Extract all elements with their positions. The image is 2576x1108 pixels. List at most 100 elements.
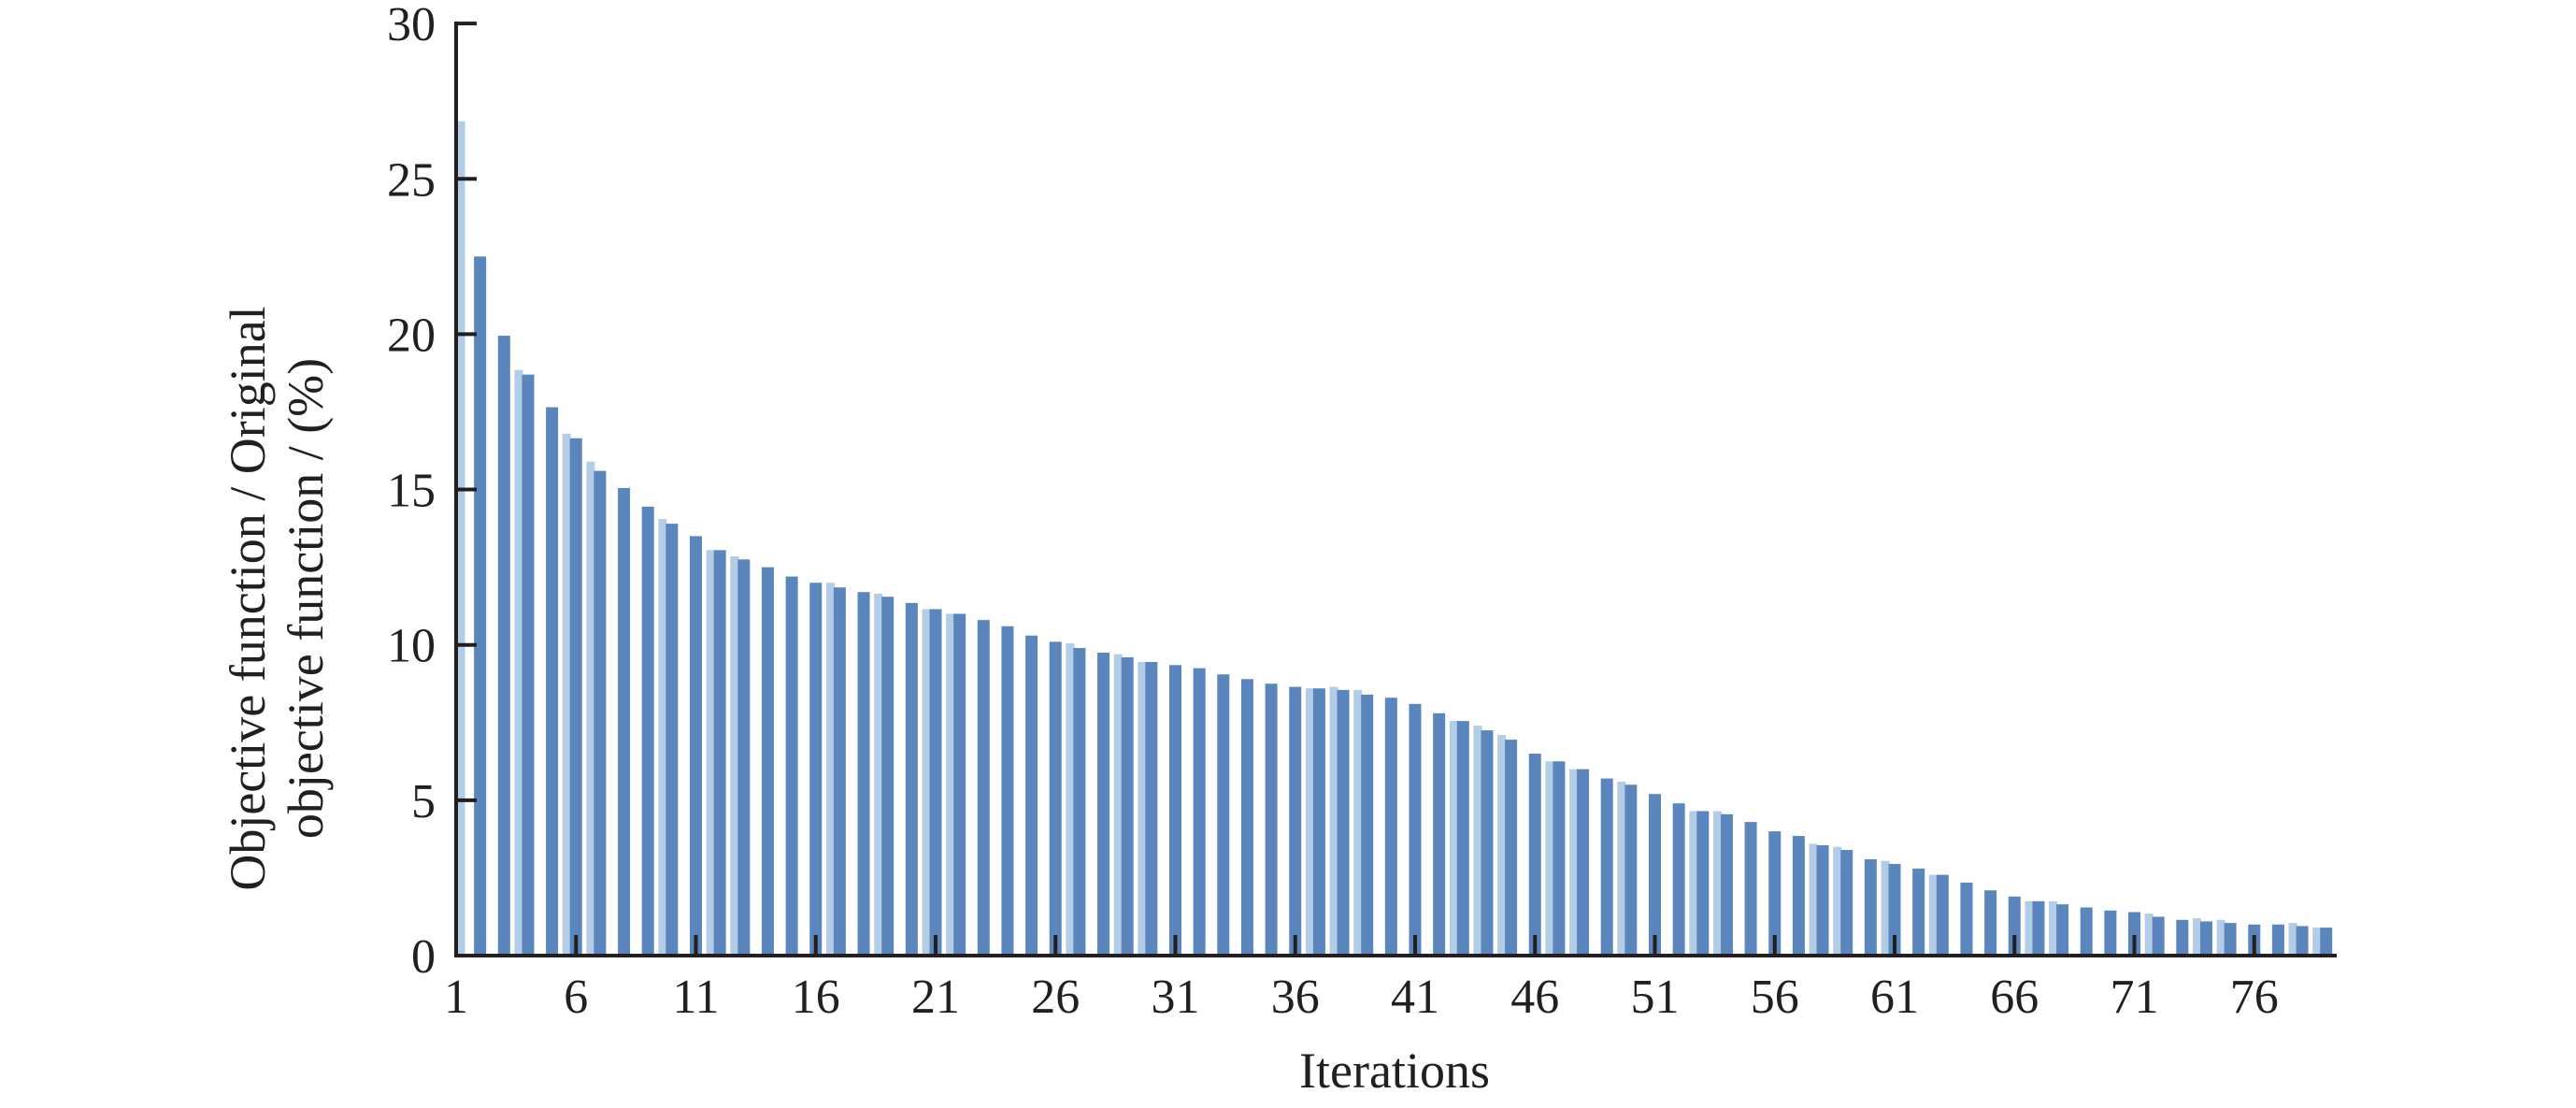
bar bbox=[1577, 769, 1590, 956]
bar bbox=[1433, 712, 1446, 956]
x-tick-label: 61 bbox=[1870, 971, 1919, 1024]
bar bbox=[474, 256, 487, 956]
bar bbox=[1169, 665, 1181, 956]
bar bbox=[2104, 910, 2117, 956]
y-tick-label: 30 bbox=[387, 0, 436, 51]
bar bbox=[1528, 754, 1541, 956]
bar-light bbox=[1353, 689, 1363, 956]
y-tick-label: 0 bbox=[411, 930, 436, 984]
bar bbox=[594, 470, 607, 956]
y-axis-title-line1: Objective function / Original bbox=[220, 306, 276, 890]
bar bbox=[905, 602, 918, 956]
bar bbox=[1481, 730, 1494, 956]
bar bbox=[2224, 923, 2237, 956]
bar bbox=[1864, 858, 1877, 956]
bar-light bbox=[1473, 726, 1482, 956]
x-tick-label: 46 bbox=[1510, 971, 1559, 1024]
bar bbox=[1049, 641, 1062, 956]
bar bbox=[977, 620, 990, 956]
bar-light bbox=[1545, 761, 1554, 956]
bar-light bbox=[1569, 769, 1579, 956]
bar-light bbox=[586, 461, 595, 956]
bar bbox=[2320, 928, 2333, 956]
y-tick-label: 5 bbox=[411, 775, 436, 828]
bar bbox=[1145, 661, 1158, 956]
bar bbox=[1384, 698, 1397, 956]
bar bbox=[1409, 703, 1422, 956]
bar bbox=[809, 583, 823, 956]
y-tick-label: 25 bbox=[387, 153, 436, 207]
bar bbox=[2296, 926, 2309, 956]
bar bbox=[1984, 890, 1997, 956]
bar bbox=[1505, 740, 1518, 956]
bar-light bbox=[2216, 919, 2225, 956]
bar-light bbox=[658, 519, 667, 956]
bar-light bbox=[2049, 900, 2058, 956]
x-tick-label: 66 bbox=[1990, 971, 2039, 1024]
bar bbox=[690, 536, 702, 956]
bar bbox=[737, 559, 751, 956]
y-axis-title-line2: objective function / (%) bbox=[278, 358, 334, 839]
bar bbox=[1936, 874, 1949, 956]
bar-light bbox=[1113, 654, 1123, 956]
bar bbox=[618, 487, 631, 956]
bar-light bbox=[562, 433, 571, 957]
bar bbox=[2176, 919, 2189, 956]
bar bbox=[546, 407, 559, 957]
bar bbox=[1888, 863, 1901, 956]
bar bbox=[1649, 794, 1661, 956]
bar-light bbox=[1712, 811, 1722, 956]
bar-light bbox=[1617, 781, 1626, 956]
bar bbox=[2152, 916, 2165, 956]
bar bbox=[1816, 845, 1829, 956]
bar bbox=[1672, 803, 1685, 956]
bar-light bbox=[1449, 721, 1458, 956]
bar bbox=[1744, 822, 1757, 956]
x-tick-label: 41 bbox=[1391, 971, 1439, 1024]
x-tick-label: 26 bbox=[1031, 971, 1080, 1024]
y-tick-label: 10 bbox=[387, 620, 436, 673]
bar bbox=[785, 576, 798, 956]
bar-light bbox=[946, 613, 955, 956]
x-tick-label: 11 bbox=[672, 971, 719, 1024]
bar-light bbox=[730, 555, 739, 956]
y-tick-labels: 0 5 10 15 20 25 30 bbox=[387, 0, 477, 984]
x-tick-label: 36 bbox=[1271, 971, 1320, 1024]
bar bbox=[761, 567, 774, 956]
bars-group bbox=[457, 121, 2333, 957]
x-tick-label: 76 bbox=[2230, 971, 2279, 1024]
bar bbox=[1600, 778, 1613, 956]
bar bbox=[2008, 896, 2021, 956]
bar-light bbox=[514, 369, 523, 956]
x-tick-label: 56 bbox=[1751, 971, 1799, 1024]
bar bbox=[1121, 656, 1134, 956]
bar bbox=[1553, 761, 1566, 956]
bar bbox=[2199, 921, 2212, 956]
x-tick-labels: 1 6 11 16 21 26 31 36 41 46 51 56 61 66 71 76 bbox=[444, 935, 2279, 1024]
bar bbox=[641, 506, 654, 956]
bar bbox=[1768, 831, 1782, 956]
bar bbox=[1792, 836, 1805, 956]
bar bbox=[1217, 674, 1230, 956]
bar-light bbox=[1881, 860, 1890, 956]
bar-light bbox=[1066, 643, 1075, 956]
x-tick-label: 31 bbox=[1152, 971, 1200, 1024]
bar bbox=[2080, 907, 2093, 956]
x-axis-title: Iterations bbox=[1299, 1043, 1490, 1099]
bar bbox=[2032, 900, 2045, 956]
bar bbox=[881, 597, 894, 956]
bar bbox=[929, 609, 942, 956]
bar bbox=[1912, 868, 1925, 956]
bar bbox=[1720, 813, 1733, 956]
bar bbox=[1337, 689, 1350, 956]
bar bbox=[1265, 684, 1278, 956]
bar bbox=[953, 613, 966, 956]
bar bbox=[2128, 912, 2140, 956]
x-tick-label: 16 bbox=[792, 971, 840, 1024]
bar-light bbox=[2312, 928, 2322, 956]
bar bbox=[569, 438, 582, 957]
bar-light bbox=[706, 550, 715, 956]
bar-light bbox=[1138, 661, 1147, 956]
